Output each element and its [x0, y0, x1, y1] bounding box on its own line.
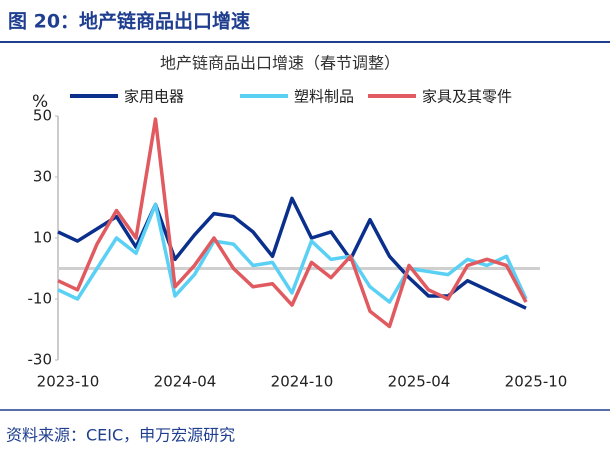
chart-title: 地产链商品出口增速（春节调整）: [160, 54, 400, 73]
y-tick-label: 10: [33, 229, 52, 247]
x-tick-label: 2025-10: [505, 373, 568, 391]
legend-label: 家具及其零件: [422, 88, 512, 106]
figure-title: 图 20：地产链商品出口增速: [8, 10, 250, 33]
legend-label: 塑料制品: [294, 88, 354, 106]
series-line: [57, 117, 528, 329]
x-tick-label: 2024-10: [271, 373, 334, 391]
y-tick-label: -30: [28, 351, 53, 369]
x-tick-label: 2025-04: [388, 373, 451, 391]
source: 资料来源：CEIC，申万宏源研究: [6, 426, 235, 445]
legend-label: 家用电器: [124, 88, 184, 106]
x-tick-label: 2024-04: [154, 373, 217, 391]
y-tick-label: 50: [33, 107, 52, 125]
series-line: [57, 202, 528, 304]
y-axis-label: %: [32, 92, 48, 112]
y-tick-label: -10: [28, 290, 53, 308]
y-tick-label: 30: [33, 168, 52, 186]
x-tick-label: 2023-10: [37, 373, 100, 391]
